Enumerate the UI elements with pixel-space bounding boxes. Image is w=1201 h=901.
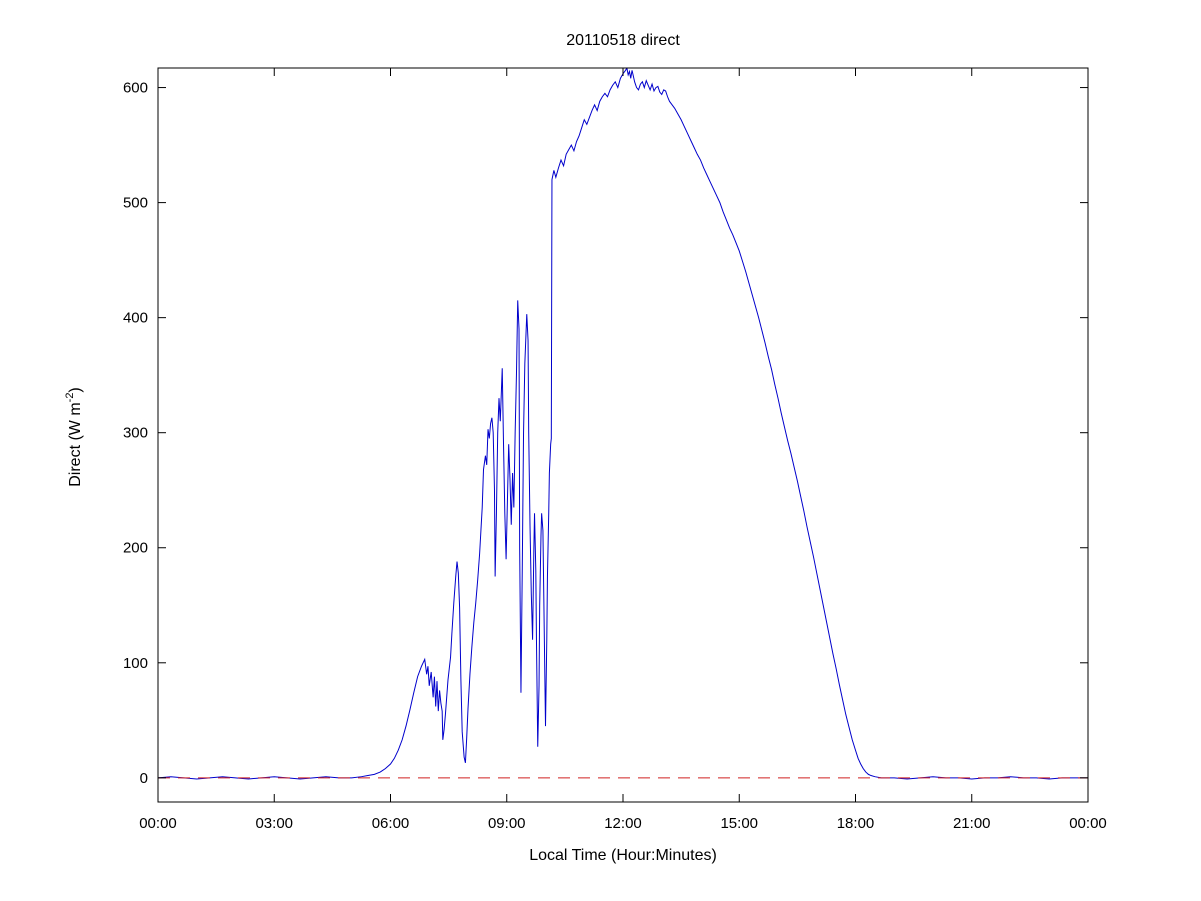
y-tick-label: 0 xyxy=(140,770,148,787)
x-tick-label: 18:00 xyxy=(837,815,875,832)
series-layer xyxy=(158,68,1088,780)
x-tick-label: 15:00 xyxy=(720,815,758,832)
axes-layer: 00:00 03:00 06:00 09:00 12:00 15:00 18:00 21:00… xyxy=(123,67,1107,832)
chart-title: 20110518 direct xyxy=(566,32,680,49)
y-tick-label: 400 xyxy=(123,310,148,327)
y-tick-label: 300 xyxy=(123,425,148,442)
y-tick-label: 100 xyxy=(123,655,148,672)
x-tick-label: 21:00 xyxy=(953,815,991,832)
x-tick-label: 06:00 xyxy=(372,815,410,832)
x-axis-label: Local Time (Hour:Minutes) xyxy=(529,847,717,864)
x-tick-label: 00:00 xyxy=(1069,815,1107,832)
y-tick-label: 200 xyxy=(123,540,148,557)
y-tick-label: 500 xyxy=(123,195,148,212)
x-tick-label: 12:00 xyxy=(604,815,642,832)
direct-irradiance-line xyxy=(158,68,1088,780)
x-tick-label: 03:00 xyxy=(255,815,293,832)
plot-box xyxy=(157,67,1089,803)
y-axis-label: Direct (W m-2) xyxy=(64,387,84,487)
x-tick-label: 09:00 xyxy=(488,815,526,832)
x-tick-label: 00:00 xyxy=(139,815,177,832)
y-tick-label: 600 xyxy=(123,80,148,97)
